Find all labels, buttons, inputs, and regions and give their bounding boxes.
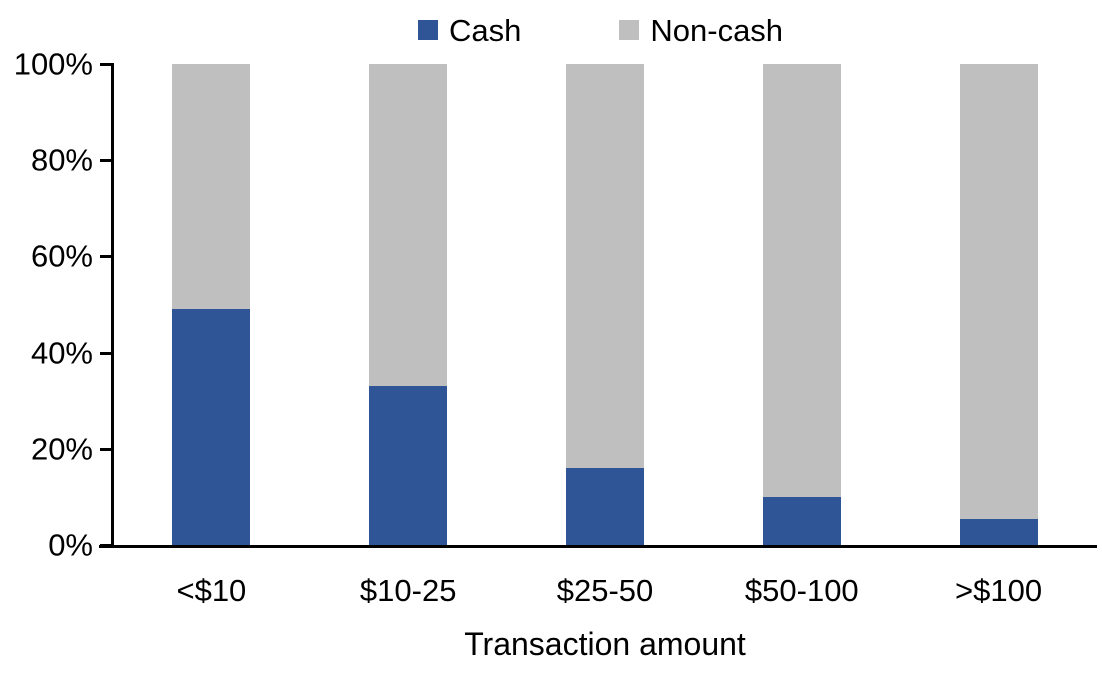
x-axis-line: [99, 545, 1097, 548]
x-category-label: $10-25: [359, 573, 457, 608]
x-category-label: $50-100: [744, 573, 859, 608]
y-tick-mark: [100, 159, 114, 163]
y-tick-label: 40%: [30, 335, 93, 371]
bar-segment-cash: [762, 496, 841, 545]
bar-segment-cash: [172, 309, 251, 545]
x-category-label: $25-50: [556, 573, 654, 608]
legend-item-cash: Cash: [418, 15, 521, 46]
bar-segment-cash: [369, 386, 448, 545]
cash-swatch-icon: [418, 20, 438, 40]
y-tick-mark: [100, 544, 114, 547]
y-tick-label: 100%: [13, 46, 93, 82]
y-tick-label: 20%: [30, 431, 93, 467]
legend-label-noncash: Non-cash: [650, 12, 784, 48]
bar-segment-noncash: [369, 64, 448, 387]
chart-legend: Cash Non-cash: [418, 10, 783, 50]
bar-segment-noncash: [172, 64, 251, 310]
y-axis-line: [111, 64, 114, 548]
bar-segment-noncash: [566, 64, 644, 469]
x-category-label: >$100: [955, 573, 1043, 608]
y-tick-mark: [100, 63, 114, 66]
legend-item-noncash: Non-cash: [619, 15, 783, 46]
x-axis-title: Transaction amount: [464, 626, 746, 662]
y-tick-mark: [100, 255, 114, 259]
bar-segment-cash: [566, 468, 644, 545]
bar-segment-noncash: [959, 64, 1038, 519]
y-tick-label: 80%: [30, 142, 93, 178]
y-tick-mark: [100, 447, 114, 451]
y-tick-label: 0%: [48, 527, 93, 563]
y-tick-label: 60%: [30, 238, 93, 274]
noncash-swatch-icon: [619, 20, 640, 40]
x-category-label: <$10: [176, 573, 247, 608]
y-tick-mark: [100, 351, 114, 355]
bar-segment-cash: [959, 518, 1038, 545]
bar-segment-noncash: [762, 64, 841, 497]
legend-label-cash: Cash: [449, 12, 522, 48]
